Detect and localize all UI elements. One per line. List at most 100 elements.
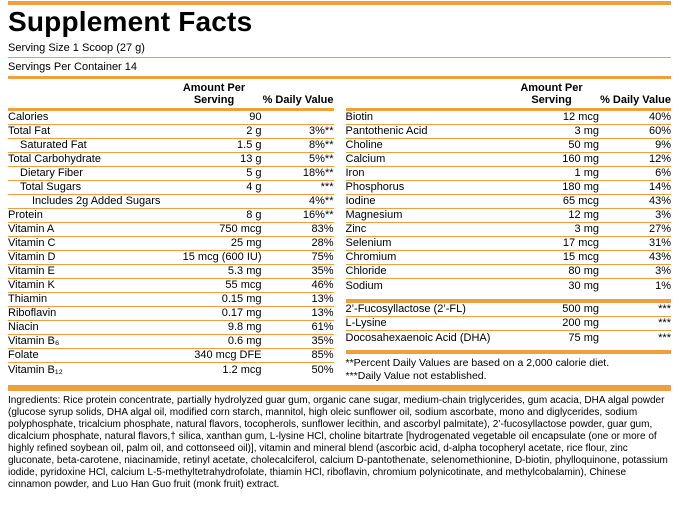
nutrient-amount: 1.5 g	[237, 139, 262, 152]
nutrient-row: Vitamin B₆ 0.6 mg 35%	[8, 335, 334, 350]
nutrient-name: Vitamin C	[8, 237, 56, 250]
nutrient-daily-value: 60%	[648, 125, 671, 138]
nutrient-daily-value: ***	[658, 317, 671, 330]
top-accent-bar	[8, 1, 671, 5]
nutrient-row: Protein 8 g 16%**	[8, 209, 334, 224]
amount-per-serving-header: Amount Per Serving	[520, 82, 583, 107]
nutrient-amount: 0.15 mg	[221, 293, 262, 306]
nutrient-daily-value: 14%	[648, 181, 671, 194]
nutrient-row: 2’-Fucosyllactose (2’-FL) 500 mg ***	[345, 303, 671, 318]
nutrient-amount: 90	[249, 111, 262, 124]
nutrient-row: Vitamin A 750 mcg 83%	[8, 223, 334, 238]
nutrient-amount: 160 mg	[562, 153, 599, 166]
nutrient-amount: 17 mcg	[562, 237, 599, 250]
nutrient-amount: 5.3 mg	[227, 265, 262, 278]
nutrient-row: Saturated Fat 1.5 g 8%**	[8, 139, 334, 154]
nutrient-daily-value: ***	[320, 181, 334, 194]
nutrient-amount: 12 mg	[568, 209, 599, 222]
nutrient-daily-value: 46%	[311, 279, 334, 292]
nutrient-amount: 9.8 mg	[227, 321, 262, 334]
nutrient-name: Total Carbohydrate	[8, 153, 101, 166]
nutrient-name: Dietary Fiber	[20, 167, 83, 180]
nutrient-row: Dietary Fiber 5 g 18%**	[8, 167, 334, 182]
left-table-header: Amount Per Serving % Daily Value	[8, 79, 334, 112]
nutrient-row: Iron 1 mg 6%	[345, 167, 671, 182]
ingredients-section: Ingredients: Rice protein concentrate, p…	[8, 385, 671, 491]
nutrient-name: Protein	[8, 209, 43, 222]
nutrient-name: Vitamin E	[8, 265, 55, 278]
nutrient-row: Iodine 65 mcg 43%	[345, 195, 671, 210]
nutrient-row: Niacin 9.8 mg 61%	[8, 321, 334, 336]
nutrient-name: Riboflavin	[8, 307, 57, 320]
nutrient-daily-value: 43%	[648, 195, 671, 208]
nutrient-daily-value: ***	[658, 331, 671, 344]
nutrient-name: Calories	[8, 111, 49, 124]
nutrient-amount: 1 mg	[574, 167, 599, 180]
nutrient-row: Vitamin C 25 mg 28%	[8, 237, 334, 252]
nutrient-name: Vitamin B₆	[8, 335, 60, 348]
nutrient-row: Selenium 17 mcg 31%	[345, 237, 671, 252]
nutrient-amount: 8 g	[246, 209, 262, 222]
nutrient-amount: 0.6 mg	[227, 335, 262, 348]
nutrient-row: Riboflavin 0.17 mg 13%	[8, 307, 334, 322]
nutrient-daily-value: 5%**	[309, 153, 334, 166]
nutrient-name: Zinc	[345, 223, 367, 236]
nutrient-daily-value: 13%	[311, 293, 334, 306]
nutrient-table-right: Biotin 12 mcg 40% Pantothenic Acid 3 mg 60% Ch…	[345, 111, 672, 293]
nutrient-daily-value: 1%	[655, 279, 671, 292]
nutrient-amount: 30 mg	[568, 279, 599, 292]
nutrient-amount: 15 mcg (600 IU)	[182, 251, 262, 264]
nutrient-amount: 65 mcg	[562, 195, 599, 208]
footnotes: **Percent Daily Values are based on a 2,…	[345, 350, 671, 383]
nutrient-amount: 13 g	[240, 153, 262, 166]
nutrient-daily-value: 3%**	[309, 125, 334, 138]
nutrient-daily-value: 12%	[648, 153, 671, 166]
nutrient-row: Sodium 30 mg 1%	[346, 279, 672, 293]
nutrient-amount: 1.2 mcg	[222, 363, 262, 376]
daily-value-header: % Daily Value	[600, 94, 671, 107]
nutrient-name: Choline	[345, 139, 383, 152]
nutrient-amount: 80 mg	[568, 265, 599, 278]
ingredients-text: Ingredients: Rice protein concentrate, p…	[8, 395, 668, 491]
nutrient-daily-value: 83%	[311, 223, 334, 236]
footnote-daily-values: **Percent Daily Values are based on a 2,…	[345, 357, 610, 370]
nutrient-daily-value: 43%	[648, 251, 671, 264]
nutrient-amount: 0.17 mg	[221, 307, 262, 320]
nutrient-name: Chromium	[345, 251, 397, 264]
nutrient-table-left: Calories 90 Total Fat 2 g 3%** Saturated Fat 1…	[8, 111, 334, 377]
right-table-header: Amount Per Serving % Daily Value	[345, 79, 671, 112]
nutrient-name: Calcium	[345, 153, 386, 166]
nutrient-name: 2’-Fucosyllactose (2’-FL)	[345, 303, 466, 316]
nutrient-row: Includes 2g Added Sugars 4%**	[8, 195, 334, 210]
servings-per-container: Servings Per Container 14	[8, 58, 671, 80]
nutrient-amount: 180 mg	[562, 181, 599, 194]
nutrient-name: Saturated Fat	[20, 139, 87, 152]
nutrient-row: Vitamin E 5.3 mg 35%	[8, 265, 334, 280]
nutrient-daily-value: 8%**	[309, 139, 334, 152]
nutrient-name: Sodium	[345, 279, 383, 292]
page-title: Supplement Facts	[8, 6, 253, 37]
nutrient-row: Total Carbohydrate 13 g 5%**	[8, 153, 334, 168]
nutrient-row: Calcium 160 mg 12%	[345, 153, 671, 168]
nutrient-daily-value: 40%	[648, 111, 671, 124]
nutrient-row: Biotin 12 mcg 40%	[345, 111, 671, 126]
nutrient-name: Total Sugars	[20, 181, 82, 194]
nutrient-row: Vitamin D 15 mcg (600 IU) 75%	[8, 251, 334, 266]
nutrient-name: Iron	[345, 167, 365, 180]
nutrient-daily-value: 4%**	[309, 195, 334, 208]
nutrient-row: Chromium 15 mcg 43%	[345, 251, 671, 266]
nutrient-amount: 200 mg	[562, 317, 599, 330]
footnote-not-established: ***Daily Value not established.	[345, 370, 487, 383]
nutrient-daily-value: 85%	[311, 349, 334, 362]
nutrition-columns: Amount Per Serving % Daily Value Calorie…	[8, 79, 671, 383]
nutrient-row: Zinc 3 mg 27%	[345, 223, 671, 238]
nutrient-row: Magnesium 12 mg 3%	[345, 209, 671, 224]
nutrient-amount: 3 mg	[574, 223, 599, 236]
nutrient-name: Docosahexaenoic Acid (DHA)	[345, 331, 491, 344]
nutrient-amount: 2 g	[246, 125, 262, 138]
nutrient-amount: 15 mcg	[562, 251, 599, 264]
nutrient-row: Chloride 80 mg 3%	[345, 265, 671, 280]
nutrient-amount: 750 mcg	[219, 223, 262, 236]
right-column: Amount Per Serving % Daily Value Biotin 1…	[345, 79, 672, 383]
serving-size: Serving Size 1 Scoop (27 g)	[8, 40, 671, 59]
